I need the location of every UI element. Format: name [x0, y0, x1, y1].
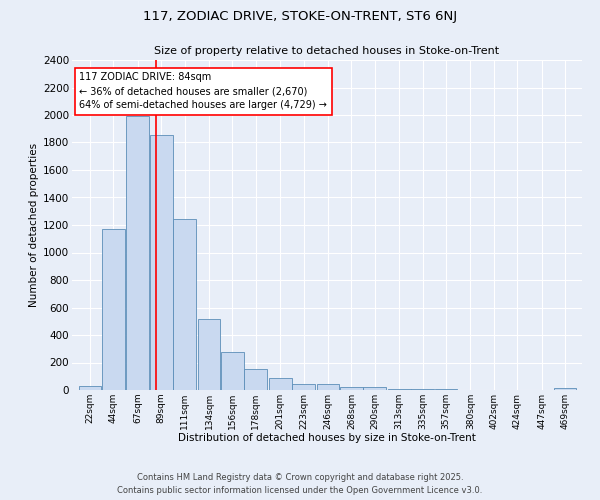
Bar	[221, 352, 244, 390]
Bar	[79, 386, 101, 390]
Text: 117, ZODIAC DRIVE, STOKE-ON-TRENT, ST6 6NJ: 117, ZODIAC DRIVE, STOKE-ON-TRENT, ST6 6…	[143, 10, 457, 23]
X-axis label: Distribution of detached houses by size in Stoke-on-Trent: Distribution of detached houses by size …	[178, 434, 476, 444]
Bar	[317, 384, 340, 390]
Title: Size of property relative to detached houses in Stoke-on-Trent: Size of property relative to detached ho…	[154, 46, 500, 56]
Bar	[173, 219, 196, 390]
Bar	[340, 387, 363, 390]
Bar	[127, 116, 149, 390]
Text: Contains HM Land Registry data © Crown copyright and database right 2025.
Contai: Contains HM Land Registry data © Crown c…	[118, 474, 482, 495]
Bar	[269, 378, 292, 390]
Bar	[244, 370, 267, 390]
Y-axis label: Number of detached properties: Number of detached properties	[29, 143, 39, 307]
Bar	[292, 384, 315, 390]
Bar	[150, 135, 173, 390]
Text: 117 ZODIAC DRIVE: 84sqm
← 36% of detached houses are smaller (2,670)
64% of semi: 117 ZODIAC DRIVE: 84sqm ← 36% of detache…	[79, 72, 328, 110]
Bar	[554, 388, 577, 390]
Bar	[364, 387, 386, 390]
Bar	[197, 319, 220, 390]
Bar	[102, 229, 125, 390]
